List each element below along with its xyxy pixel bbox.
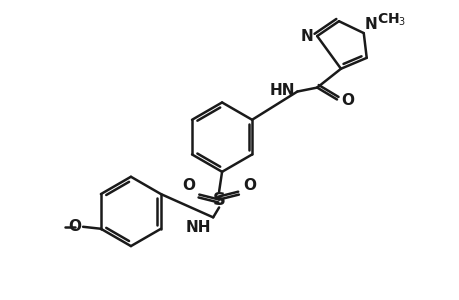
Text: O: O	[340, 93, 353, 108]
Text: S: S	[212, 190, 225, 208]
Text: O: O	[242, 178, 255, 193]
Text: HN: HN	[269, 83, 295, 98]
Text: O: O	[182, 178, 195, 193]
Text: CH$_3$: CH$_3$	[376, 12, 405, 28]
Text: O: O	[68, 219, 81, 234]
Text: NH: NH	[185, 220, 211, 235]
Text: N: N	[364, 17, 377, 32]
Text: N: N	[300, 28, 313, 44]
